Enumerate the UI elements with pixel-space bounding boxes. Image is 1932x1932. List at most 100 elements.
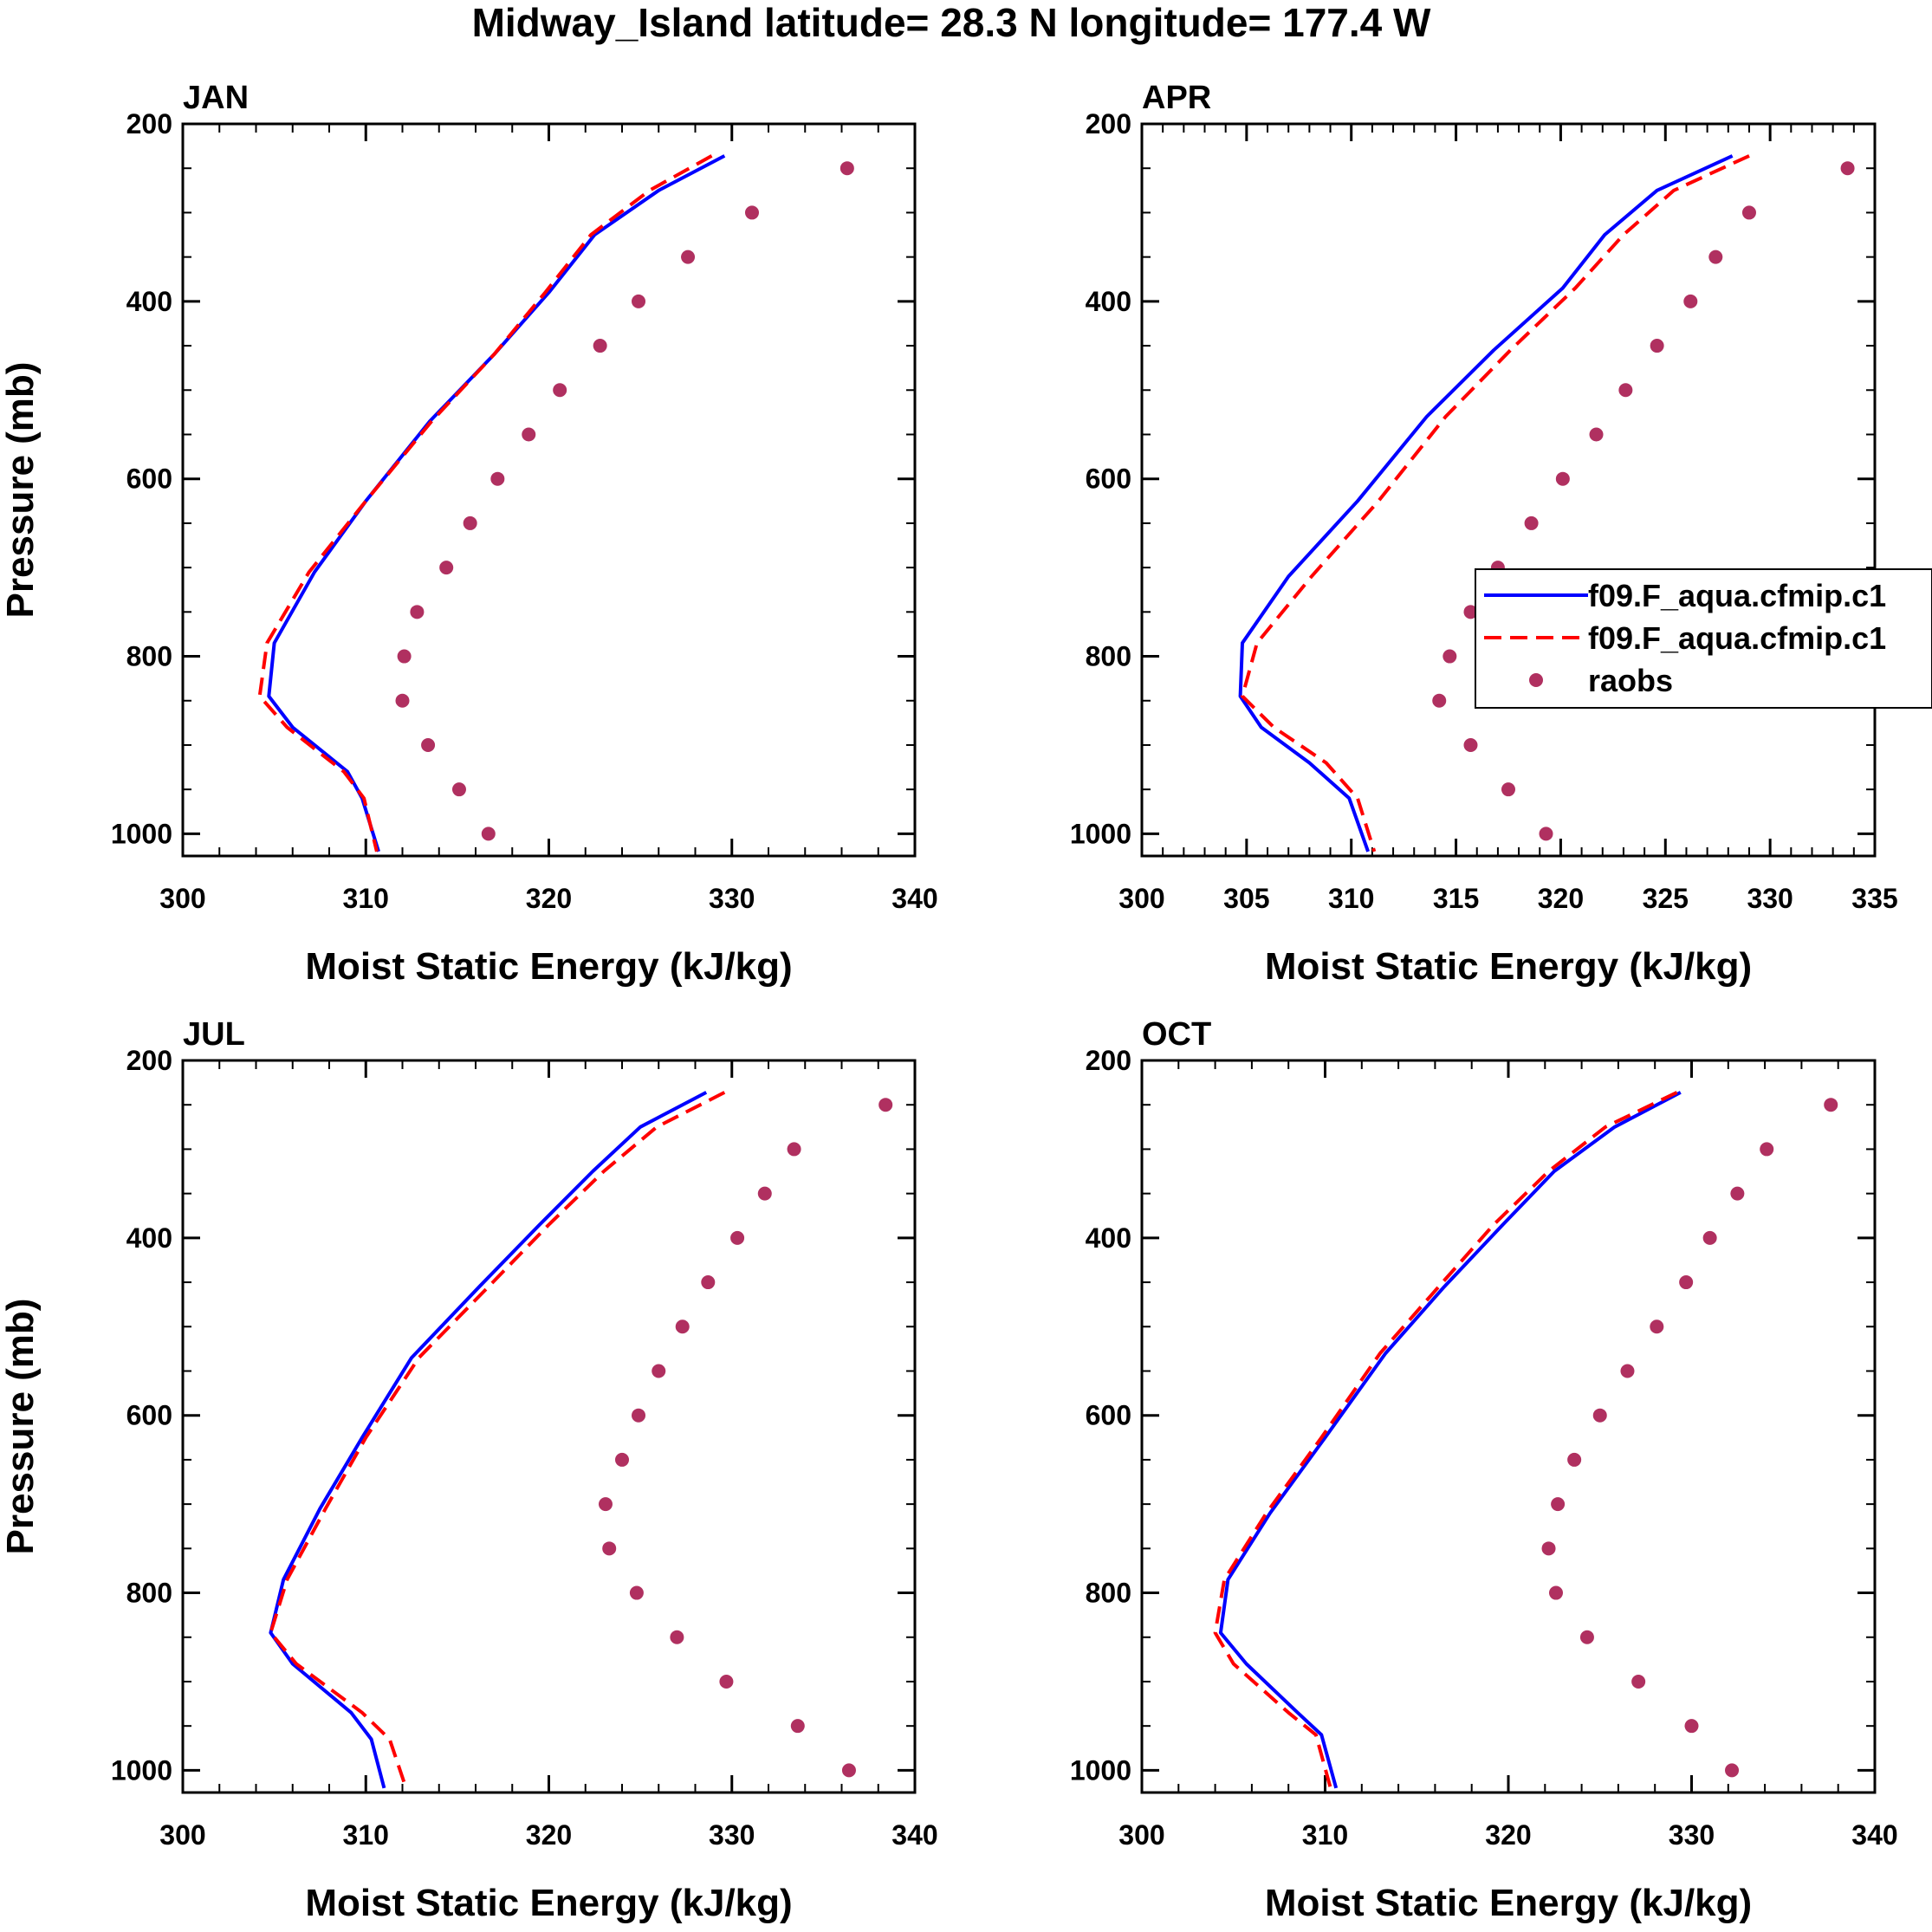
raobs-point (1579, 1630, 1594, 1644)
raobs-point (1730, 1186, 1745, 1201)
raobs-point (787, 1142, 801, 1157)
y-tick-label: 200 (1086, 1045, 1131, 1076)
model-solid-line (267, 154, 726, 853)
x-tick-label: 320 (526, 883, 572, 914)
raobs-point (1702, 1230, 1717, 1245)
raobs-point (1539, 827, 1553, 841)
legend-label: f09.F_aqua.cfmip.c1 (1588, 620, 1886, 656)
raobs-point (744, 205, 759, 220)
raobs-point (1708, 250, 1723, 264)
raobs-point (1683, 294, 1698, 308)
raobs-point (1432, 693, 1447, 708)
x-tick-label: 310 (343, 883, 389, 914)
raobs-point (1555, 471, 1570, 486)
raobs-series (598, 1098, 893, 1778)
raobs-point (1618, 383, 1633, 398)
raobs-point (757, 1186, 772, 1201)
x-tick-label: 330 (709, 1819, 755, 1851)
raobs-point (553, 383, 567, 398)
x-tick-label: 310 (343, 1819, 389, 1851)
x-axis-label: Moist Static Energy (kJ/kg) (305, 1882, 792, 1924)
y-tick-label: 600 (126, 1400, 172, 1431)
raobs-point (632, 294, 646, 308)
panel-title: APR (1142, 80, 1211, 116)
plot-frame (181, 122, 917, 858)
x-tick-label: 310 (1328, 883, 1374, 914)
plot-frame (1140, 122, 1877, 858)
y-tick-label: 400 (1086, 286, 1131, 317)
raobs-series (1541, 1098, 1838, 1778)
legend-marker-swatch (1529, 673, 1543, 687)
raobs-point (395, 693, 410, 708)
raobs-point (701, 1275, 716, 1290)
raobs-point (602, 1541, 617, 1556)
y-tick-label: 800 (126, 641, 172, 672)
y-tick-label: 1000 (111, 818, 172, 849)
x-tick-label: 340 (1851, 1819, 1897, 1851)
panel-oct: 300 310 320 330 340 200 400 600 800 1000 OCT Moist … (1070, 1016, 1898, 1924)
raobs-point (421, 737, 436, 752)
raobs-point (878, 1098, 893, 1112)
raobs-point (840, 161, 854, 176)
y-tick-label: 400 (1086, 1222, 1131, 1254)
x-tick-label: 325 (1643, 883, 1689, 914)
panel-title: OCT (1142, 1016, 1211, 1053)
panel-jan: 300 310 320 330 340 200 400 600 800 1000 JAN Moist … (0, 80, 938, 988)
panel-jul: 300 310 320 330 340 200 400 600 800 1000 JUL Moist … (0, 1016, 938, 1924)
x-tick-label: 300 (159, 1819, 205, 1851)
y-tick-label: 800 (1086, 1578, 1131, 1609)
raobs-point (397, 649, 412, 664)
x-axis-label: Moist Static Energy (kJ/kg) (1265, 1882, 1752, 1924)
model-solid-line (1238, 154, 1734, 853)
y-tick-label: 200 (126, 108, 172, 139)
raobs-point (481, 827, 496, 841)
panel-title: JUL (183, 1016, 245, 1053)
raobs-point (1541, 1541, 1556, 1556)
x-tick-label: 320 (526, 1819, 572, 1851)
raobs-series (1432, 161, 1855, 841)
raobs-point (1725, 1763, 1740, 1778)
raobs-point (410, 605, 425, 619)
legend-label: raobs (1588, 663, 1673, 698)
panel-apr: 300 305 310 315 320 325 330 335 200 400 600 800 1000… (1070, 80, 1932, 988)
figure-title: Midway_Island latitude= 28.3 N longitude… (472, 0, 1431, 45)
y-tick-label: 1000 (111, 1754, 172, 1786)
x-tick-label: 315 (1433, 883, 1479, 914)
raobs-point (593, 339, 607, 353)
x-tick-label: 320 (1538, 883, 1584, 914)
y-tick-label: 200 (126, 1045, 172, 1076)
x-tick-label: 330 (1747, 883, 1793, 914)
raobs-point (629, 1585, 644, 1600)
raobs-point (719, 1674, 734, 1689)
raobs-point (1650, 339, 1664, 353)
raobs-point (675, 1319, 690, 1334)
raobs-point (522, 427, 536, 442)
raobs-point (1589, 427, 1604, 442)
panel-title: JAN (183, 80, 249, 116)
raobs-point (1840, 161, 1855, 176)
y-tick-label: 800 (1086, 641, 1131, 672)
raobs-point (1501, 782, 1515, 797)
raobs-point (1824, 1098, 1838, 1112)
raobs-series (395, 161, 854, 841)
y-tick-label: 1000 (1070, 1754, 1131, 1786)
raobs-point (1463, 605, 1478, 619)
plot-frame (181, 1059, 917, 1794)
legend: f09.F_aqua.cfmip.c1 f09.F_aqua.cfmip.c1ra… (1475, 568, 1932, 709)
y-axis-label: Pressure (mb) (0, 362, 42, 619)
x-tick-label: 320 (1485, 1819, 1531, 1851)
raobs-point (463, 515, 477, 530)
raobs-point (1650, 1319, 1664, 1334)
y-tick-label: 400 (126, 1222, 172, 1254)
y-tick-label: 800 (126, 1578, 172, 1609)
x-tick-label: 330 (709, 883, 755, 914)
x-tick-label: 300 (1118, 1819, 1164, 1851)
model-dashed-line (1241, 154, 1750, 853)
y-axis-label: Pressure (mb) (0, 1299, 42, 1555)
raobs-point (1567, 1452, 1582, 1467)
raobs-point (451, 782, 466, 797)
panels-container: 300 310 320 330 340 200 400 600 800 1000 JAN Moist … (0, 80, 1932, 1924)
y-tick-label: 400 (126, 286, 172, 317)
model-dashed-line (269, 1091, 726, 1789)
raobs-point (1443, 649, 1457, 664)
